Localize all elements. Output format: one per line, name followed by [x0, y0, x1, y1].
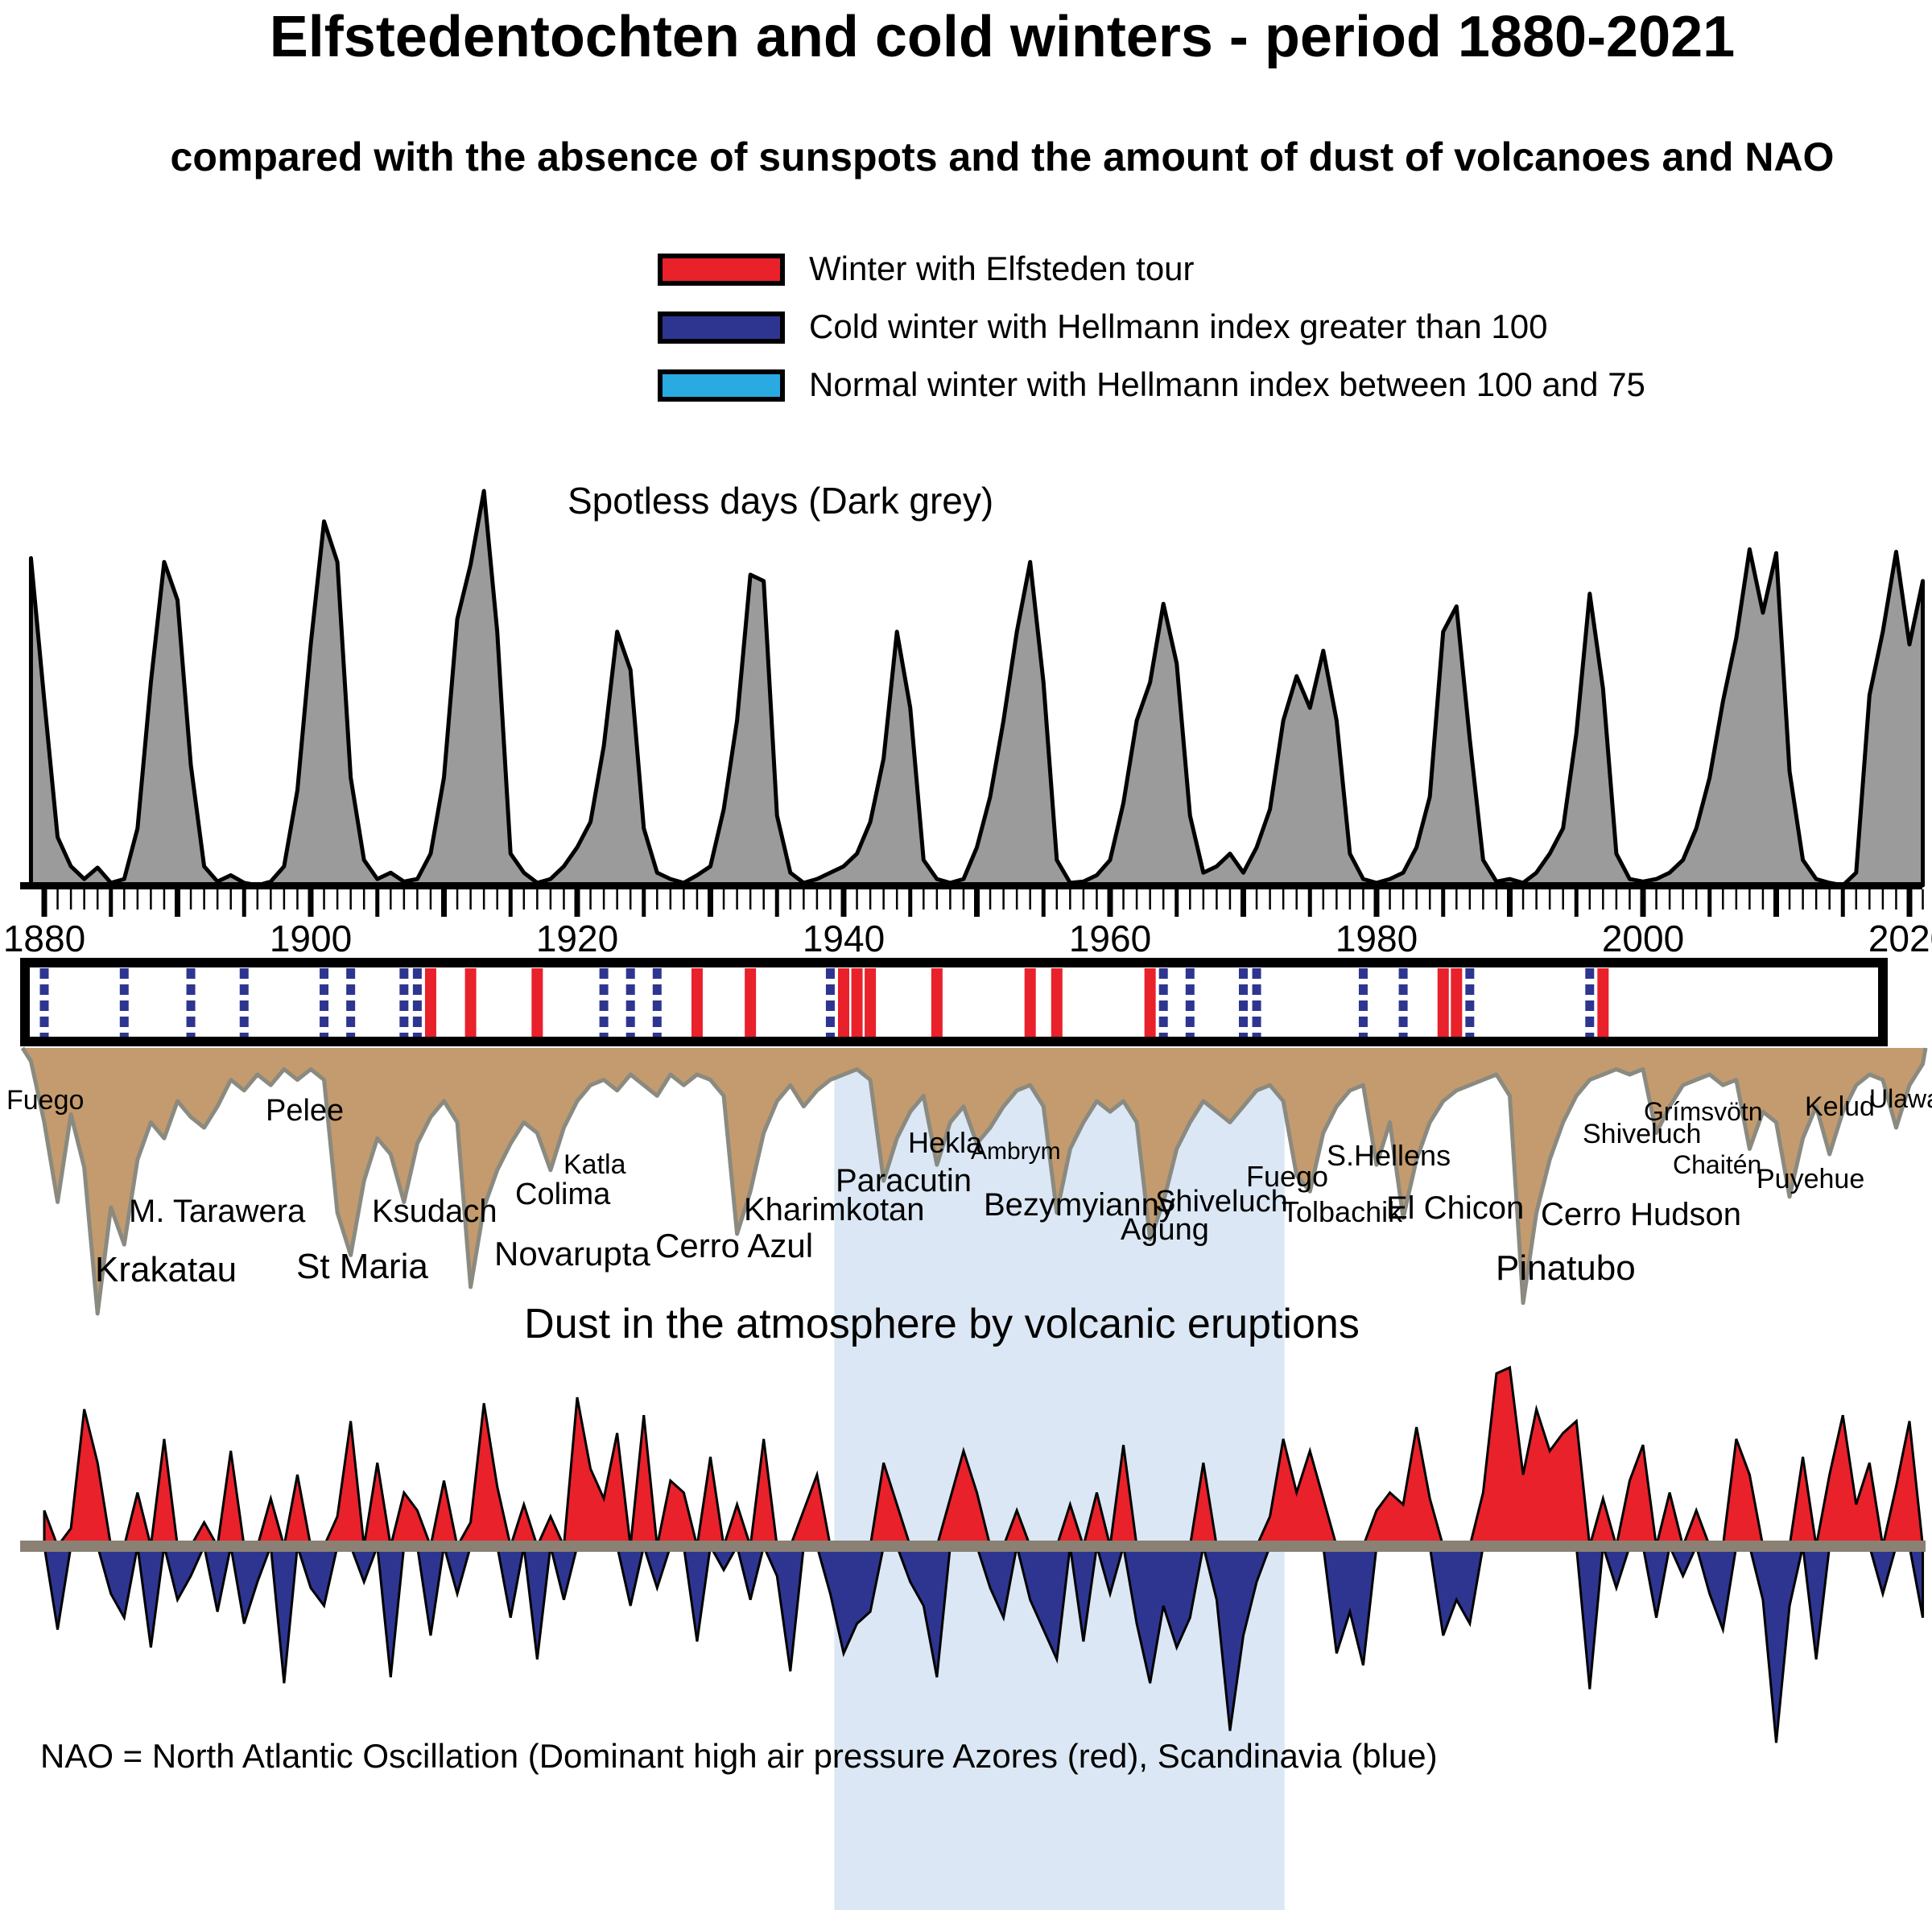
volcano-label: Colima	[515, 1178, 611, 1211]
elfstedentocht-mark	[1437, 968, 1449, 1037]
axis-baseline	[20, 882, 1922, 889]
volcano-label: Shiveluch	[1155, 1185, 1288, 1219]
axis-year-label: 1880	[3, 918, 85, 959]
legend-swatch-cold-winter	[658, 311, 785, 344]
volcanic-dust-title: Dust in the atmosphere by volcanic erupt…	[524, 1301, 1360, 1347]
legend-label-elfsteden-tour: Winter with Elfsteden tour	[809, 250, 1195, 287]
axis-year-label: 1940	[803, 918, 885, 959]
axis-year-label: 1900	[270, 918, 352, 959]
elfstedentocht-mark	[865, 968, 877, 1037]
volcano-label: S.Hellens	[1327, 1139, 1451, 1172]
volcano-label: Grímsvötn	[1644, 1097, 1763, 1126]
volcano-label: Bezymyianny	[984, 1187, 1175, 1223]
year-axis-layer: 1880 1900 1920 1940 1960 1980 2000 2020	[3, 882, 1932, 959]
volcano-label: Krakatau	[95, 1250, 237, 1289]
volcano-label: Fuego	[6, 1085, 84, 1116]
volcano-label: Pelee	[266, 1094, 344, 1128]
elfstedentocht-mark	[931, 968, 943, 1037]
volcano-labels-layer: Fuego M. Tarawera Krakatau Pelee St Maria Ksu…	[6, 1084, 1932, 1289]
elfstedentocht-mark	[691, 968, 703, 1037]
elfstedentocht-mark	[851, 968, 863, 1037]
volcano-label: Agung	[1121, 1213, 1209, 1247]
nao-layer	[20, 1365, 1926, 1743]
legend-item-normal-winter: Normal winter with Hellmann index betwee…	[658, 365, 1645, 403]
volcano-label: M. Tarawera	[129, 1194, 306, 1229]
volcanic-dust-area	[23, 1048, 1926, 1314]
volcano-label: Shiveluch	[1583, 1119, 1701, 1149]
legend-item-elfsteden-tour: Winter with Elfsteden tour	[658, 250, 1195, 287]
volcano-label: Paracutin	[836, 1163, 972, 1198]
legend: Winter with Elfsteden tour Cold winter w…	[658, 250, 1645, 403]
volcano-label: Chaitén	[1673, 1150, 1761, 1179]
volcano-label: Kharimkotan	[744, 1192, 925, 1227]
axis-year-label: 2000	[1602, 918, 1684, 959]
elfstedentocht-mark	[1597, 968, 1609, 1037]
spotless-days-layer	[28, 489, 1926, 888]
legend-label-cold-winter: Cold winter with Hellmann index greater …	[809, 307, 1548, 345]
volcano-label: Pinatubo	[1496, 1248, 1636, 1288]
elfstedentocht-mark	[1144, 968, 1156, 1037]
volcano-label: Kelud	[1805, 1091, 1875, 1122]
volcano-label: Fuego	[1246, 1160, 1328, 1193]
axis-year-label: 1980	[1335, 918, 1418, 959]
volcano-label: El Chicon	[1386, 1190, 1524, 1226]
axis-year-label: 1960	[1069, 918, 1151, 959]
elfstedentocht-mark	[745, 968, 757, 1037]
volcano-label: Cerro Azul	[655, 1227, 813, 1264]
spotless-days-label: Spotless days (Dark grey)	[568, 480, 993, 522]
winters-strip-layer	[20, 958, 1888, 1046]
winters-strip-box	[20, 958, 1888, 1046]
spotless-days-area	[28, 489, 1926, 888]
axis-year-label: 1920	[536, 918, 618, 959]
volcano-label: St Maria	[296, 1247, 428, 1286]
volcano-label: Cerro Hudson	[1541, 1197, 1741, 1232]
elfstedentocht-mark	[1451, 968, 1463, 1037]
page-subtitle: compared with the absence of sunspots an…	[171, 134, 1835, 179]
elfstedentocht-mark	[1051, 968, 1063, 1037]
elfstedentocht-mark	[531, 968, 543, 1037]
volcano-label: Ksudach	[372, 1194, 497, 1229]
legend-swatch-elfsteden-tour	[658, 254, 785, 286]
nao-caption: NAO = North Atlantic Oscillation (Domina…	[40, 1737, 1438, 1775]
elfstedentocht-mark	[1024, 968, 1036, 1037]
volcanic-dust-outline	[20, 1046, 1928, 1316]
nao-baseline	[20, 1541, 1926, 1552]
legend-label-normal-winter: Normal winter with Hellmann index betwee…	[809, 365, 1645, 403]
elfstedentocht-mark	[838, 968, 849, 1037]
page-title: Elfstedentochten and cold winters - peri…	[270, 5, 1735, 69]
nao-positive-area	[43, 1365, 1925, 1551]
volcano-label: Hekla	[908, 1126, 983, 1159]
elfstedentocht-mark	[464, 968, 477, 1037]
volcano-label: Ulawan	[1869, 1084, 1932, 1113]
volcano-label: Novarupta	[494, 1235, 650, 1273]
volcanic-dust-layer	[20, 1046, 1928, 1316]
legend-item-cold-winter: Cold winter with Hellmann index greater …	[658, 307, 1548, 345]
legend-swatch-normal-winter	[658, 369, 785, 402]
axis-year-label: 2020	[1868, 918, 1932, 959]
volcano-label: Ambrym	[971, 1138, 1061, 1165]
volcano-label: Tolbachik	[1282, 1195, 1403, 1228]
volcano-label: Katla	[564, 1149, 626, 1180]
elfstedentocht-mark	[424, 968, 436, 1037]
volcano-label: Puyehue	[1757, 1164, 1864, 1194]
